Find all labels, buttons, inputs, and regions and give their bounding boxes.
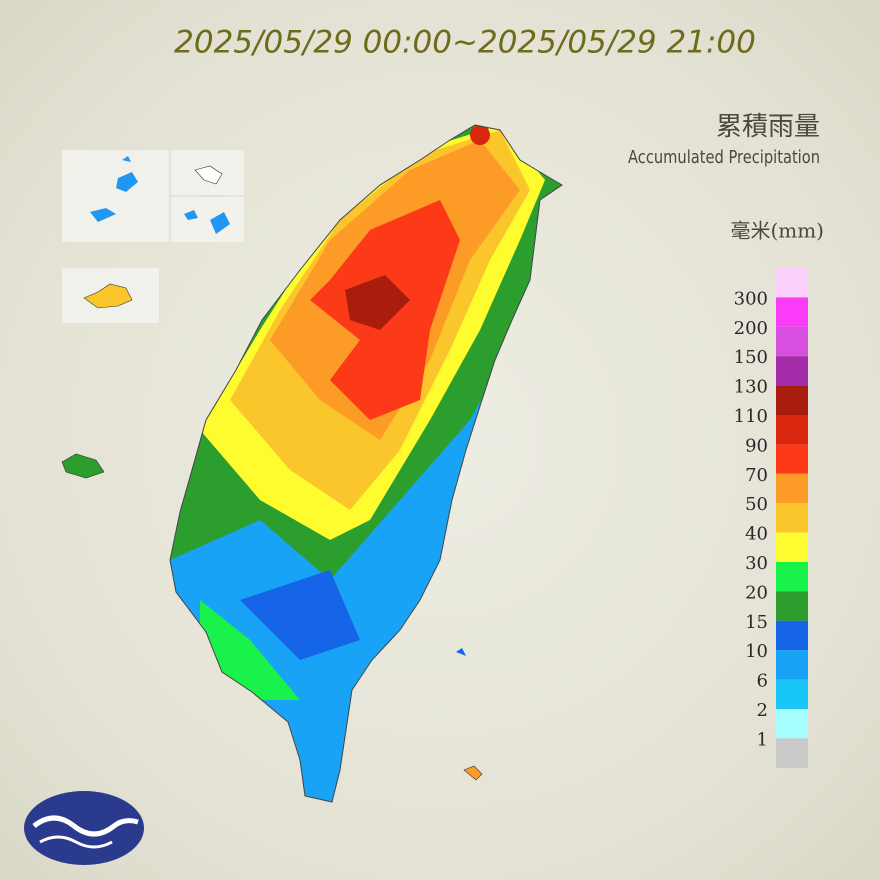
legend-label: 1	[757, 729, 768, 750]
zone	[345, 275, 410, 330]
zone	[470, 125, 490, 145]
legend-swatch	[776, 268, 808, 298]
inset-island	[90, 156, 138, 222]
legend-label: 40	[745, 524, 768, 545]
legend-label: 2	[757, 700, 768, 721]
legend-swatch	[776, 620, 808, 651]
legend-label: 20	[745, 582, 768, 603]
legend-title-zh: 累積雨量	[716, 112, 820, 142]
legend-label: 90	[745, 435, 768, 456]
legend-swatch	[776, 444, 808, 474]
legend-swatch	[776, 503, 808, 533]
legend-label: 110	[734, 406, 768, 427]
island	[463, 765, 483, 781]
zone	[240, 570, 360, 660]
legend-label: 6	[757, 671, 768, 692]
island	[456, 648, 466, 656]
map-title: 2025/05/29 00:00~2025/05/29 21:00	[174, 25, 756, 61]
legend-label: 200	[734, 318, 768, 339]
legend-swatch	[776, 326, 808, 357]
legend-swatch	[776, 562, 808, 592]
legend-title-en: Accumulated Precipitation	[628, 147, 820, 168]
legend-label: 70	[745, 465, 768, 486]
inset-island	[184, 210, 230, 234]
legend-label: 10	[745, 641, 768, 662]
legend-swatch	[776, 356, 808, 386]
taiwan-outline	[169, 124, 563, 803]
penghu	[61, 453, 105, 479]
legend-swatch	[776, 738, 808, 768]
legend-label: 130	[734, 377, 768, 398]
legend-swatch	[776, 385, 808, 415]
legend-swatch	[776, 532, 808, 562]
legend-label: 300	[734, 288, 768, 309]
legend-label: 150	[734, 347, 768, 368]
legend-label: 30	[745, 553, 768, 574]
legend-label: 15	[745, 612, 768, 633]
inset-island	[194, 165, 223, 185]
logo	[24, 791, 144, 865]
legend-swatch	[776, 591, 808, 621]
legend-swatch	[776, 297, 808, 327]
legend-swatch	[776, 650, 808, 680]
legend-swatch	[776, 415, 808, 445]
legend-unit: 毫米(mm)	[730, 219, 824, 243]
legend-swatch	[776, 679, 808, 709]
legend-swatch	[776, 473, 808, 504]
legend-swatch	[776, 709, 808, 739]
legend-label: 50	[745, 494, 768, 515]
inset-island	[83, 283, 133, 309]
